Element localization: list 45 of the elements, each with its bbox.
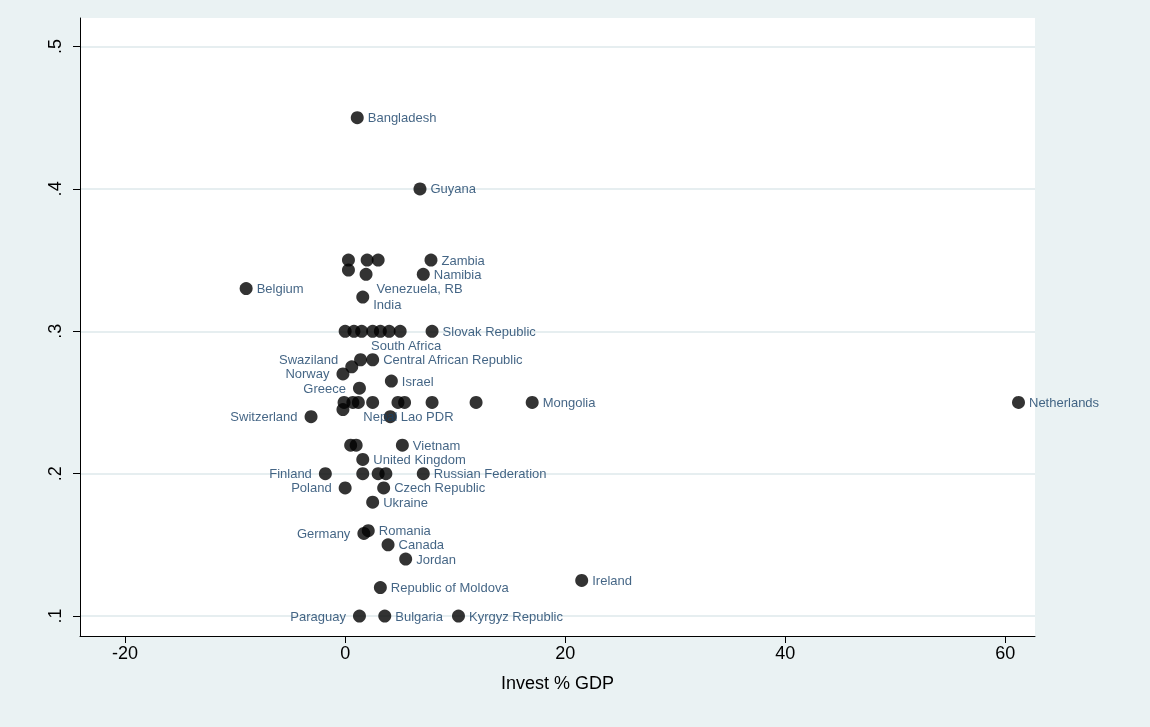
data-label: Slovak Republic xyxy=(442,323,537,339)
data-label: Switzerland xyxy=(230,409,298,425)
y-tick-label: .3 xyxy=(45,323,65,339)
data-label: Belgium xyxy=(256,281,304,297)
data-label: Namibia xyxy=(433,266,483,282)
data-label: Bangladesh xyxy=(367,110,437,126)
data-label: Ireland xyxy=(592,572,632,588)
data-label: Romania xyxy=(378,523,432,539)
x-tick-label: -20 xyxy=(112,643,139,663)
data-label: Republic of Moldova xyxy=(390,580,510,596)
data-label: Central African Republic xyxy=(383,352,524,368)
data-label: Poland xyxy=(291,480,332,496)
data-label: Canada xyxy=(398,537,445,553)
data-label: United Kingdom xyxy=(373,451,466,467)
data-label: Vietnam xyxy=(412,437,461,453)
data-label: Jordan xyxy=(416,551,456,567)
data-label: Zambia xyxy=(441,252,486,268)
data-label: Norway xyxy=(285,366,330,382)
data-label: Guyana xyxy=(430,181,477,197)
x-tick-label: 20 xyxy=(555,643,576,663)
x-tick-label: 60 xyxy=(995,643,1016,663)
y-tick-label: .1 xyxy=(45,608,65,624)
data-label: Finland xyxy=(269,466,312,482)
y-tick-label: .2 xyxy=(45,466,65,482)
data-label: South Africa xyxy=(371,338,442,354)
data-label: Netherlands xyxy=(1029,394,1100,410)
data-label: Bulgaria xyxy=(395,608,444,624)
x-axis-title: Invest % GDP xyxy=(500,673,615,693)
data-label: Israel xyxy=(401,373,434,389)
y-tick-label: .5 xyxy=(45,38,65,54)
data-label: Greece xyxy=(303,380,346,396)
data-label: India xyxy=(373,296,403,312)
data-label: Ukraine xyxy=(383,494,428,510)
data-label: Russian Federation xyxy=(433,466,547,482)
data-label: Germany xyxy=(296,525,351,541)
y-tick-label: .4 xyxy=(45,181,65,197)
data-label: Paraguay xyxy=(290,608,347,624)
data-label: Lao PDR xyxy=(400,409,454,425)
data-label: Kyrgyz Republic xyxy=(468,608,564,624)
x-tick-label: 40 xyxy=(775,643,796,663)
data-label: Venezuela, RB xyxy=(376,280,463,296)
data-label: Czech Republic xyxy=(394,480,486,496)
data-label: Mongolia xyxy=(542,394,597,410)
data-label: Swaziland xyxy=(279,352,339,368)
x-tick-label: 0 xyxy=(340,643,351,663)
